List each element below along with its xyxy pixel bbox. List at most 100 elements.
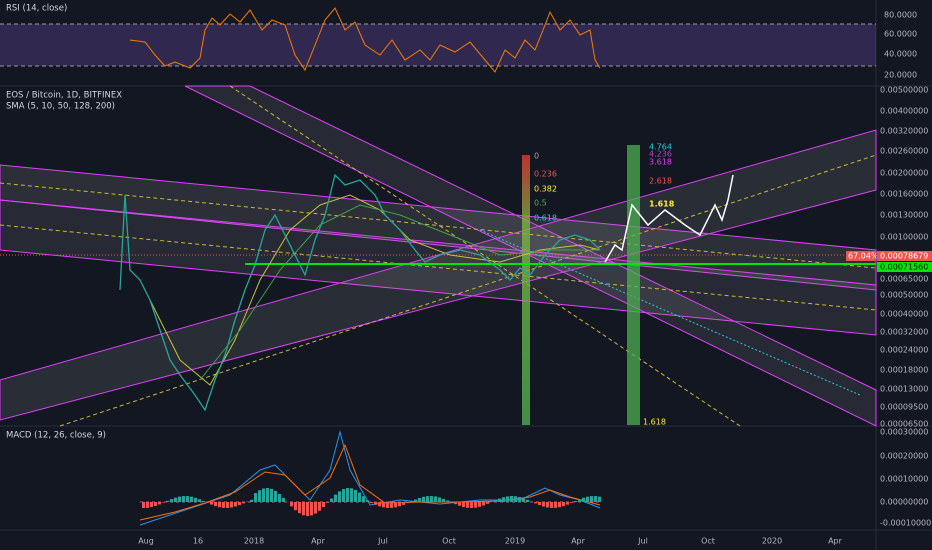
fib-label: 2.618	[649, 177, 672, 186]
histogram-bar	[546, 502, 549, 508]
histogram-bar	[226, 502, 229, 508]
histogram-bar	[266, 488, 269, 502]
histogram-bar	[142, 502, 145, 508]
price-axis-label: 0.00160000	[880, 190, 928, 199]
histogram-bar	[558, 502, 561, 508]
histogram-bar	[410, 501, 413, 502]
rsi-band	[0, 24, 876, 66]
change-badge-text: 67.04%	[848, 252, 879, 261]
histogram-bar	[330, 498, 333, 502]
histogram-bar	[174, 497, 177, 502]
rsi-axis-label: 40.0000	[884, 50, 917, 59]
price-axis-label: 0.00024000	[880, 346, 928, 355]
level-badge	[877, 262, 932, 272]
price-axis-label: 0.00050000	[880, 291, 928, 300]
indicator: SMA (5, 10, 50, 128, 200)	[6, 102, 115, 112]
histogram-bar	[506, 496, 509, 502]
time-axis-label: Apr	[571, 537, 586, 546]
pane-title: MACD (12, 26, close, 9)	[6, 431, 106, 441]
histogram-bar	[526, 499, 529, 502]
price-axis-label: 0.00500000	[880, 86, 928, 95]
channels	[0, 85, 877, 427]
histogram-bar	[234, 502, 237, 507]
time-axis-label: 16	[193, 537, 203, 546]
histogram-bar	[474, 502, 477, 508]
level-badge-text: 0.00071560	[880, 263, 928, 272]
fib-label: 4.764	[649, 143, 672, 152]
rsi-axis-label: 20.0000	[884, 71, 917, 80]
histogram-bar	[254, 493, 257, 502]
histogram-bar	[322, 502, 325, 507]
histogram-bar	[182, 496, 185, 502]
histogram-bar	[478, 502, 481, 507]
histogram-bar	[362, 496, 365, 502]
histogram-bar	[554, 502, 557, 508]
histogram-bar	[158, 502, 161, 505]
price-axis-label: 0.00100000	[880, 233, 928, 242]
histogram-bar	[334, 494, 337, 502]
histogram-bar	[294, 502, 297, 511]
rsi-line	[129, 7, 601, 73]
macd-axis-label: 0.00010000	[880, 475, 928, 484]
histogram-bar	[398, 502, 401, 507]
fib-label: 1.618	[643, 418, 666, 427]
histogram-bar	[262, 488, 265, 502]
histogram-bar	[534, 502, 537, 504]
time-axis-label: Oct	[701, 537, 715, 546]
macd-axis-label: 0.00000000	[880, 498, 928, 507]
time-axis-label: 2018	[244, 537, 264, 546]
histogram-bar	[250, 499, 253, 502]
histogram-bar	[310, 502, 313, 516]
fib-bar	[522, 155, 530, 425]
histogram-bar	[582, 497, 585, 502]
histogram-bar	[270, 488, 273, 502]
sma	[199, 204, 600, 381]
macd-axis-label: 0.00020000	[880, 452, 928, 461]
histogram-bar	[222, 502, 225, 508]
time-axis-label: Aug	[138, 537, 154, 546]
histogram-bar	[502, 497, 505, 502]
histogram-bar	[146, 502, 149, 508]
price	[119, 173, 601, 412]
histogram-bar	[538, 502, 541, 506]
histogram-bar	[386, 502, 389, 508]
histogram-bar	[414, 499, 417, 502]
histogram-bar	[190, 496, 193, 502]
histogram-bar	[486, 502, 489, 504]
histogram-bar	[510, 496, 513, 502]
histogram-bar	[282, 497, 285, 502]
histogram-bar	[306, 502, 309, 516]
price-axis-label: 0.00320000	[880, 127, 928, 136]
histogram-bar	[210, 502, 213, 505]
histogram-bar	[178, 496, 181, 502]
time-axis-label: Jul	[377, 537, 388, 546]
time-axis-label: Apr	[311, 537, 326, 546]
fib-label: 0.382	[534, 185, 557, 194]
histogram-bar	[378, 502, 381, 507]
fib-label: 1.618	[649, 200, 675, 209]
fib-label: 3.618	[649, 158, 672, 167]
histogram-bar	[170, 499, 173, 502]
histogram-bar	[390, 502, 393, 508]
fib-label: 0.5	[534, 199, 547, 208]
histogram-bar	[194, 497, 197, 502]
price-axis-label: 0.00200000	[880, 169, 928, 178]
fib-bar	[627, 145, 640, 425]
histogram-bar	[278, 494, 281, 502]
histogram-bar	[314, 502, 317, 514]
histogram-bar	[462, 502, 465, 507]
histogram-bar	[326, 502, 329, 503]
histogram-bar	[202, 500, 205, 502]
histogram-bar	[458, 502, 461, 506]
histogram-bar	[430, 496, 433, 502]
histogram-bar	[374, 502, 377, 505]
histogram-bar	[446, 500, 449, 502]
histogram-bar	[494, 500, 497, 502]
histogram-bar	[218, 502, 221, 508]
macd-axis-label: 0.00030000	[880, 428, 928, 437]
histogram-bar	[230, 502, 233, 508]
histogram-bar	[442, 498, 445, 502]
time-axis-label: 2019	[505, 537, 525, 546]
histogram-bar	[394, 502, 397, 508]
rsi-axis-label: 60.0000	[884, 30, 917, 39]
